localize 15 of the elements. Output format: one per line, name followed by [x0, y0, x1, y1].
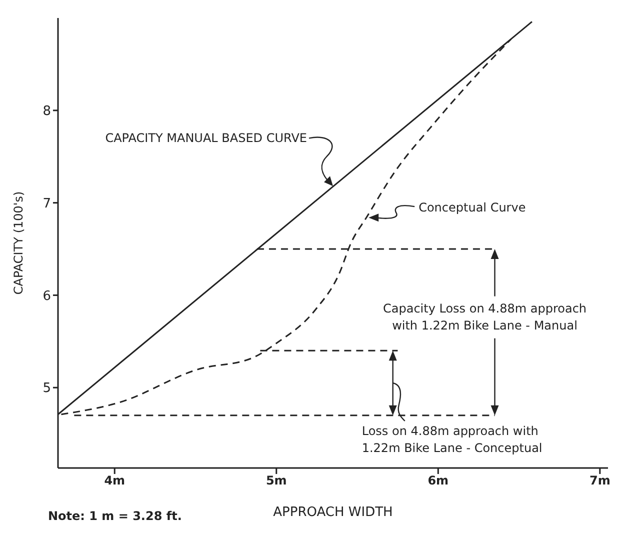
annotation: Capacity Loss on 4.88m approach with 1.22m Bike Lane - Manual — [383, 301, 587, 332]
x-tick-label: 5m — [266, 474, 287, 488]
y-tick-label: 8 — [42, 104, 51, 120]
x-tick-label: 7m — [589, 474, 610, 488]
x-tick-label: 6m — [428, 474, 449, 488]
y-tick-label: 7 — [42, 196, 51, 212]
x-tick-label: 4m — [104, 474, 126, 488]
y-tick-label: 6 — [42, 288, 51, 304]
y-axis-title: CAPACITY (100's) — [11, 191, 26, 295]
text: Note: 1 m = 3.28 ft. — [48, 509, 182, 523]
x-axis-title: APPROACH WIDTH — [273, 505, 393, 520]
annotation: CAPACITY MANUAL BASED CURVE — [105, 131, 307, 146]
y-tick-label: 5 — [42, 381, 51, 396]
annotation: Loss on 4.88m approach with 1.22m Bike Lane - Conceptual — [362, 424, 542, 455]
annotation: Conceptual Curve — [418, 200, 526, 215]
